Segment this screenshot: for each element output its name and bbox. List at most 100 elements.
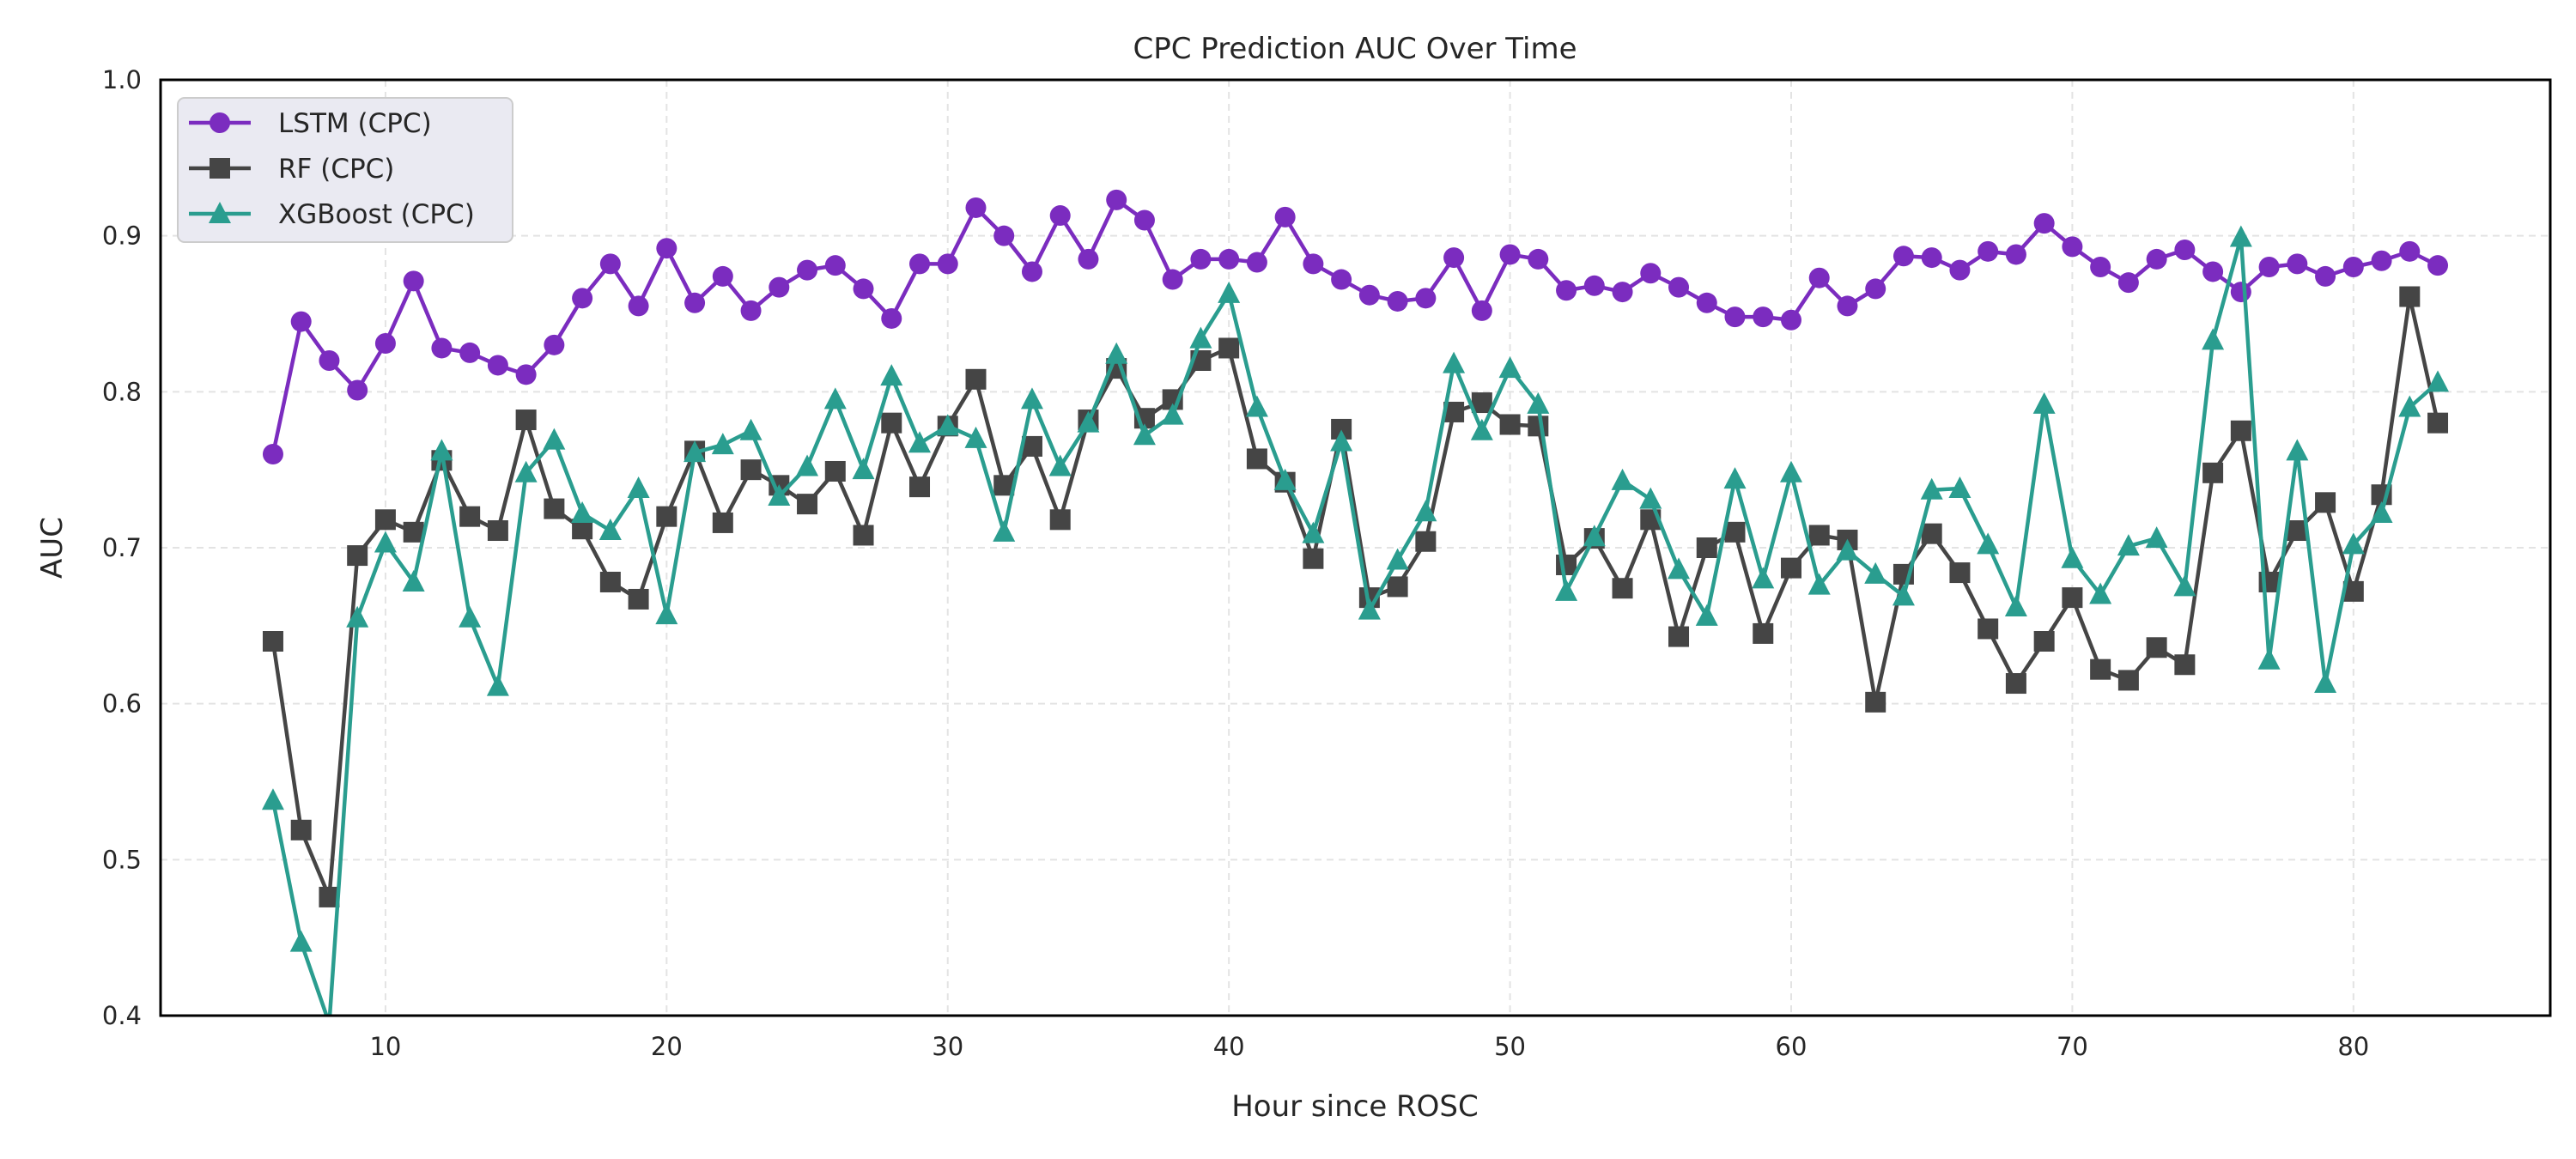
data-point-lstm xyxy=(487,355,508,376)
data-point-xgboost xyxy=(1695,604,1718,626)
data-point-lstm xyxy=(1133,209,1155,231)
data-point-xgboost xyxy=(1779,460,1802,482)
data-point-rf xyxy=(1528,416,1549,437)
data-point-lstm xyxy=(262,444,283,464)
data-point-rf xyxy=(1865,691,1886,713)
data-point-lstm xyxy=(797,259,818,281)
data-point-lstm xyxy=(712,265,733,287)
data-point-lstm xyxy=(769,276,790,298)
data-point-xgboost xyxy=(430,439,453,461)
data-point-lstm xyxy=(1331,269,1352,290)
data-point-xgboost xyxy=(1161,403,1184,425)
data-point-lstm xyxy=(1583,275,1605,296)
data-point-rf xyxy=(2062,587,2083,609)
data-point-xgboost xyxy=(1386,548,1409,570)
chart-title: CPC Prediction AUC Over Time xyxy=(1133,32,1577,66)
data-point-lstm xyxy=(1921,247,1942,269)
data-point-lstm xyxy=(965,197,987,218)
data-point-xgboost xyxy=(1807,573,1831,595)
legend-entry-lstm: LSTM (CPC) xyxy=(189,108,432,139)
data-point-xgboost xyxy=(1020,387,1043,410)
data-point-xgboost xyxy=(852,458,875,480)
data-point-lstm xyxy=(1246,252,1267,273)
legend-marker-rf xyxy=(210,158,230,179)
data-point-xgboost xyxy=(1443,351,1466,373)
data-point-lstm xyxy=(1218,248,1240,270)
data-point-lstm xyxy=(1668,276,1690,298)
data-point-xgboost xyxy=(374,531,397,553)
data-point-xgboost xyxy=(1358,598,1381,620)
data-point-lstm xyxy=(1865,278,1886,300)
data-point-lstm xyxy=(2033,213,2055,234)
data-point-rf xyxy=(2399,286,2421,307)
data-point-rf xyxy=(374,509,396,531)
series-xgboost xyxy=(261,225,2450,1016)
legend-label-rf: RF (CPC) xyxy=(278,154,394,185)
data-point-lstm xyxy=(1837,295,1858,317)
data-point-lstm xyxy=(599,253,621,275)
data-point-lstm xyxy=(1358,284,1380,306)
data-point-xgboost xyxy=(1189,326,1212,349)
data-point-rf xyxy=(1612,578,1633,599)
data-point-lstm xyxy=(656,238,677,259)
data-point-xgboost xyxy=(402,569,425,592)
x-tick-label: 80 xyxy=(2337,1032,2369,1061)
x-tick-label: 30 xyxy=(932,1032,963,1061)
data-point-xgboost xyxy=(796,454,819,476)
data-point-lstm xyxy=(2371,250,2392,271)
data-point-rf xyxy=(459,506,481,527)
axes-ticks: 10 20 30 40 50 60 70 80 0.4 0.5 0.6 0.7 0.8 0.9 1.0 xyxy=(102,65,2369,1061)
x-tick-label: 70 xyxy=(2057,1032,2088,1061)
y-tick-label: 0.5 xyxy=(102,845,142,874)
data-point-lstm xyxy=(1753,306,1774,328)
data-point-lstm xyxy=(1471,300,1492,321)
x-tick-label: 50 xyxy=(1494,1032,1526,1061)
data-point-xgboost xyxy=(2342,532,2365,555)
series-lstm xyxy=(262,189,2449,464)
data-point-lstm xyxy=(937,253,958,275)
legend-entry-xgboost: XGBoost (CPC) xyxy=(189,199,475,230)
data-point-xgboost xyxy=(2089,582,2112,604)
data-point-rf xyxy=(881,412,902,434)
data-point-xgboost xyxy=(1892,584,1915,606)
data-point-xgboost xyxy=(2202,328,2225,350)
data-point-lstm xyxy=(1274,206,1296,228)
data-point-xgboost xyxy=(1077,410,1100,433)
data-point-xgboost xyxy=(459,605,482,628)
data-point-lstm xyxy=(1780,309,1801,331)
data-point-lstm xyxy=(1949,259,1971,281)
data-point-xgboost xyxy=(571,501,594,524)
data-point-xgboost xyxy=(2427,370,2450,392)
x-tick-label: 40 xyxy=(1213,1032,1245,1061)
y-tick-label: 1.0 xyxy=(102,65,142,94)
data-point-xgboost xyxy=(2145,526,2168,549)
legend: LSTM (CPC) RF (CPC) XGBoost (CPC) xyxy=(177,97,513,243)
data-point-lstm xyxy=(1387,290,1408,312)
data-point-rf xyxy=(1921,523,1942,544)
data-point-rf xyxy=(1021,435,1042,457)
data-point-xgboost xyxy=(1948,476,1971,498)
data-point-xgboost xyxy=(2229,225,2252,247)
data-point-rf xyxy=(2202,462,2224,483)
data-point-lstm xyxy=(572,288,593,309)
data-point-lstm xyxy=(1893,246,1914,267)
data-point-lstm xyxy=(1499,244,1521,265)
data-point-lstm xyxy=(1078,248,1099,270)
y-tick-label: 0.9 xyxy=(102,221,142,251)
data-point-rf xyxy=(262,631,283,652)
data-point-lstm xyxy=(1612,282,1633,303)
data-point-xgboost xyxy=(936,414,959,436)
y-tick-label: 0.4 xyxy=(102,1001,142,1030)
data-point-lstm xyxy=(1640,263,1662,284)
data-point-rf xyxy=(2230,420,2251,441)
data-point-lstm xyxy=(909,253,931,275)
data-point-rf xyxy=(824,460,846,482)
data-point-xgboost xyxy=(1330,429,1353,452)
x-tick-label: 60 xyxy=(1776,1032,1807,1061)
data-point-lstm xyxy=(2230,282,2251,303)
data-point-xgboost xyxy=(1498,356,1522,379)
data-point-xgboost xyxy=(543,428,566,450)
plot-area xyxy=(261,189,2450,1016)
data-point-rf xyxy=(2174,654,2196,676)
data-point-rf xyxy=(1978,618,1999,640)
